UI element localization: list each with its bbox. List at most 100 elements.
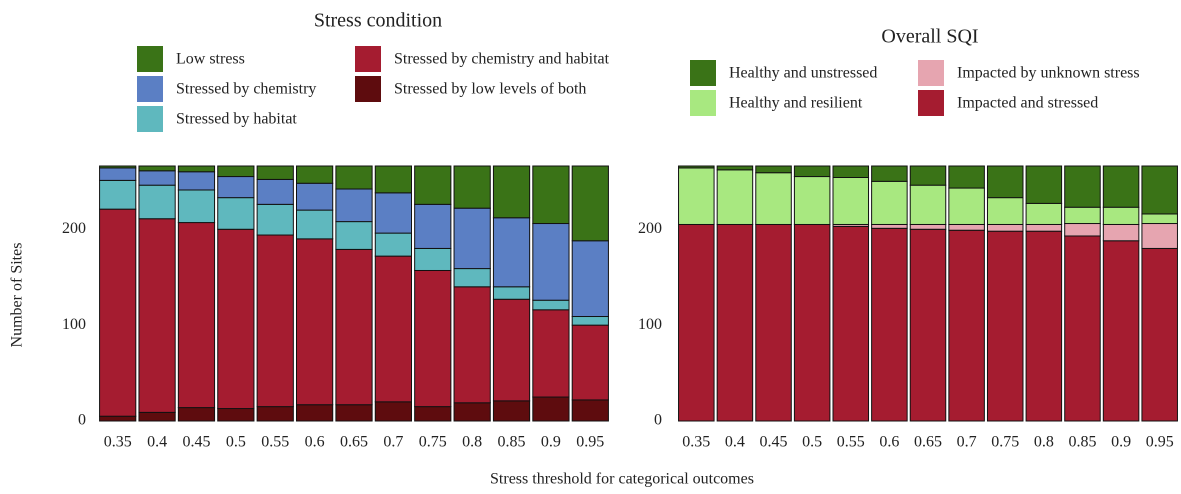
bar-segment bbox=[532, 396, 570, 422]
bar-segment bbox=[492, 165, 531, 219]
x-tick-label: 0.8 bbox=[462, 434, 482, 451]
bar-segment bbox=[948, 229, 985, 422]
bar-segment bbox=[571, 316, 609, 326]
bar-segment bbox=[256, 406, 294, 422]
bar-segment bbox=[678, 223, 715, 422]
bar-segment bbox=[716, 169, 754, 225]
bar-segment bbox=[909, 223, 947, 230]
x-tick-label: 0.6 bbox=[879, 434, 899, 451]
bar-segment bbox=[755, 172, 792, 225]
bar-segment bbox=[414, 247, 452, 271]
bar-segment bbox=[716, 223, 754, 422]
y-tick-label: 200 bbox=[638, 220, 662, 237]
bar-segment bbox=[1064, 206, 1101, 225]
legend-label: Impacted and stressed bbox=[957, 95, 1098, 112]
y-axis-label: Number of Sites bbox=[9, 243, 26, 348]
legend-swatch bbox=[137, 76, 163, 102]
bar-segment bbox=[909, 228, 947, 422]
bar-segment bbox=[99, 415, 137, 422]
x-tick-label: 0.55 bbox=[261, 434, 289, 451]
bar-segment bbox=[217, 197, 255, 230]
bar-segment bbox=[138, 218, 176, 413]
legend-swatch bbox=[355, 76, 381, 102]
legend-label: Impacted by unknown stress bbox=[957, 65, 1140, 82]
x-tick-label: 0.4 bbox=[147, 434, 167, 451]
legend-label: Healthy and resilient bbox=[729, 95, 863, 112]
legend-label: Low stress bbox=[176, 51, 245, 68]
x-tick-label: 0.7 bbox=[957, 434, 977, 451]
legend-swatch bbox=[690, 90, 716, 116]
bar-segment bbox=[256, 165, 294, 180]
bar-segment bbox=[295, 238, 334, 406]
bar-segment bbox=[374, 232, 413, 257]
x-tick-label: 0.55 bbox=[837, 434, 865, 451]
bar-segment bbox=[492, 286, 531, 300]
bar-segment bbox=[948, 165, 985, 189]
bar-segment bbox=[793, 223, 831, 422]
bar-segment bbox=[832, 177, 870, 225]
bar-segment bbox=[492, 217, 531, 288]
bar-segment bbox=[571, 399, 609, 422]
bar-segment bbox=[1102, 223, 1140, 242]
legend-label: Stressed by chemistry bbox=[176, 81, 316, 98]
legend-label: Stressed by habitat bbox=[176, 111, 297, 128]
bar-segment bbox=[1064, 165, 1101, 208]
bar-segment bbox=[177, 171, 216, 191]
bar-segment bbox=[1025, 165, 1063, 204]
bar-segment bbox=[138, 411, 176, 422]
bar-segment bbox=[1064, 235, 1101, 422]
bar-segment bbox=[1025, 223, 1063, 232]
bar-segment bbox=[1025, 202, 1063, 225]
x-tick-label: 0.45 bbox=[182, 434, 210, 451]
y-tick-label: 100 bbox=[638, 316, 662, 333]
x-tick-label: 0.35 bbox=[682, 434, 710, 451]
bar-segment bbox=[453, 402, 491, 422]
bar-segment bbox=[948, 223, 985, 231]
bar-segment bbox=[1141, 213, 1178, 225]
bar-segment bbox=[793, 165, 831, 178]
bar-segment bbox=[295, 209, 334, 240]
bar-segment bbox=[532, 223, 570, 301]
x-tick-label: 0.35 bbox=[104, 434, 132, 451]
bar-segment bbox=[453, 286, 491, 404]
bar-segment bbox=[532, 299, 570, 311]
bar-segment bbox=[832, 225, 870, 422]
bar-segment bbox=[755, 165, 792, 174]
x-tick-label: 0.75 bbox=[419, 434, 447, 451]
bar-segment bbox=[414, 406, 452, 422]
bar-segment bbox=[335, 165, 373, 190]
bar-segment bbox=[453, 207, 491, 270]
bar-segment bbox=[909, 184, 947, 225]
bar-segment bbox=[138, 184, 176, 220]
bar-segment bbox=[453, 268, 491, 288]
bar-segment bbox=[571, 324, 609, 401]
bar-segment bbox=[986, 197, 1024, 225]
x-tick-label: 0.65 bbox=[340, 434, 368, 451]
x-tick-label: 0.4 bbox=[725, 434, 745, 451]
x-tick-label: 0.85 bbox=[498, 434, 526, 451]
bar-segment bbox=[99, 208, 137, 417]
legend-label: Stressed by chemistry and habitat bbox=[394, 51, 610, 68]
bar-segment bbox=[374, 165, 413, 194]
bar-segment bbox=[177, 165, 216, 173]
bar-segment bbox=[678, 167, 715, 225]
bar-segment bbox=[755, 223, 792, 422]
bar-segment bbox=[678, 165, 715, 169]
bar-segment bbox=[217, 228, 255, 410]
bar-segment bbox=[986, 230, 1024, 422]
bar-segment bbox=[374, 255, 413, 403]
x-tick-label: 0.75 bbox=[991, 434, 1019, 451]
legend-swatch bbox=[137, 46, 163, 72]
bar-segment bbox=[335, 248, 373, 406]
bar-segment bbox=[99, 167, 137, 181]
bar-segment bbox=[871, 223, 908, 229]
legend-swatch bbox=[355, 46, 381, 72]
bar-segment bbox=[453, 165, 491, 209]
x-tick-label: 0.95 bbox=[576, 434, 604, 451]
bar-segment bbox=[217, 165, 255, 178]
legend-title: Overall SQI bbox=[881, 26, 978, 48]
y-tick-label: 200 bbox=[62, 220, 86, 237]
bar-segment bbox=[793, 176, 831, 225]
bar-segment bbox=[1141, 223, 1178, 249]
bar-segment bbox=[1102, 240, 1140, 422]
